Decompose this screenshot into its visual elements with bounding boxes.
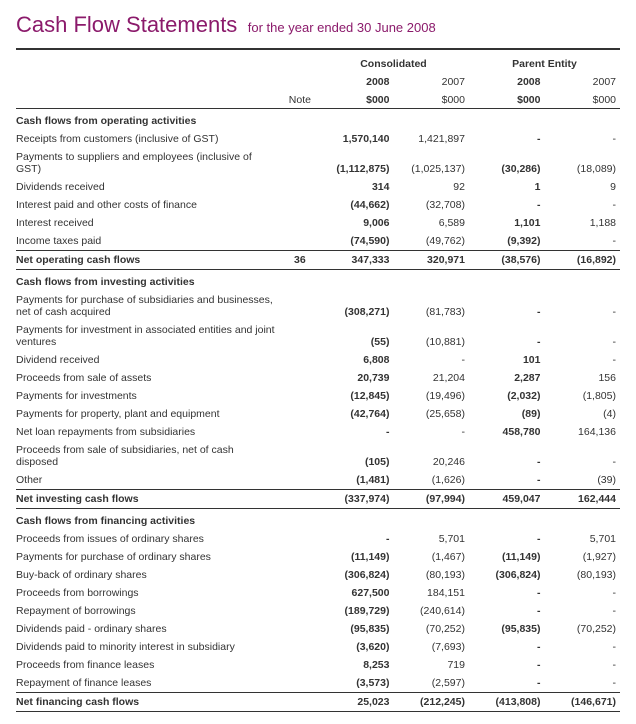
table-row: Interest received9,0066,5891,1011,188 — [16, 214, 620, 232]
row-label: Dividends paid to minority interest in s… — [16, 638, 282, 656]
total-label: Net investing cash flows — [16, 490, 282, 509]
col-note: Note — [282, 91, 318, 109]
row-label: Proceeds from sale of subsidiaries, net … — [16, 441, 282, 471]
row-label: Repayment of borrowings — [16, 602, 282, 620]
table-row: Repayment of finance leases(3,573)(2,597… — [16, 674, 620, 693]
col-year-c08: 2008 — [318, 73, 394, 91]
row-label: Proceeds from sale of assets — [16, 369, 282, 387]
section-total: Net operating cash flows36347,333320,971… — [16, 251, 620, 270]
table-row: Receipts from customers (inclusive of GS… — [16, 130, 620, 148]
table-row: Interest paid and other costs of finance… — [16, 196, 620, 214]
row-label: Buy-back of ordinary shares — [16, 566, 282, 584]
col-year-p07: 2007 — [544, 73, 620, 91]
total-label: Net financing cash flows — [16, 693, 282, 712]
row-label: Net loan repayments from subsidiaries — [16, 423, 282, 441]
section-heading: Cash flows from financing activities — [16, 509, 620, 531]
table-row: Payments for property, plant and equipme… — [16, 405, 620, 423]
row-label: Payments for purchase of ordinary shares — [16, 548, 282, 566]
row-label: Dividends received — [16, 178, 282, 196]
table-row: Payments for investment in associated en… — [16, 321, 620, 351]
section-heading: Cash flows from operating activities — [16, 109, 620, 131]
row-label: Payments to suppliers and employees (inc… — [16, 148, 282, 178]
table-row: Proceeds from issues of ordinary shares-… — [16, 530, 620, 548]
total-label: Net operating cash flows — [16, 251, 282, 270]
row-label: Payments for property, plant and equipme… — [16, 405, 282, 423]
table-row: Proceeds from sale of assets20,73921,204… — [16, 369, 620, 387]
section-heading: Cash flows from investing activities — [16, 270, 620, 292]
table-row: Payments for investments(12,845)(19,496)… — [16, 387, 620, 405]
table-row: Repayment of borrowings(189,729)(240,614… — [16, 602, 620, 620]
row-label: Other — [16, 471, 282, 490]
section-total: Net investing cash flows(337,974)(97,994… — [16, 490, 620, 509]
row-label: Repayment of finance leases — [16, 674, 282, 693]
col-year-c07: 2007 — [393, 73, 469, 91]
table-row: Payments for purchase of ordinary shares… — [16, 548, 620, 566]
table-row: Payments to suppliers and employees (inc… — [16, 148, 620, 178]
row-label: Interest paid and other costs of finance — [16, 196, 282, 214]
table-row: Net loan repayments from subsidiaries--4… — [16, 423, 620, 441]
cashflow-table: ConsolidatedParent Entity200820072008200… — [16, 50, 620, 712]
table-row: Dividend received6,808-101- — [16, 351, 620, 369]
row-label: Receipts from customers (inclusive of GS… — [16, 130, 282, 148]
table-row: Proceeds from borrowings627,500184,151-- — [16, 584, 620, 602]
row-label: Interest received — [16, 214, 282, 232]
table-row: Dividends paid - ordinary shares(95,835)… — [16, 620, 620, 638]
row-label: Dividends paid - ordinary shares — [16, 620, 282, 638]
table-row: Payments for purchase of subsidiaries an… — [16, 291, 620, 321]
table-row: Dividends paid to minority interest in s… — [16, 638, 620, 656]
col-year-p08: 2008 — [469, 73, 545, 91]
row-label: Dividend received — [16, 351, 282, 369]
table-row: Other(1,481)(1,626)-(39) — [16, 471, 620, 490]
row-label: Proceeds from finance leases — [16, 656, 282, 674]
page-title-block: Cash Flow Statements for the year ended … — [16, 12, 620, 38]
page-subtitle: for the year ended 30 June 2008 — [248, 20, 436, 35]
row-label: Payments for purchase of subsidiaries an… — [16, 291, 282, 321]
table-row: Proceeds from sale of subsidiaries, net … — [16, 441, 620, 471]
page-title: Cash Flow Statements — [16, 12, 237, 37]
row-label: Proceeds from borrowings — [16, 584, 282, 602]
col-group-parent: Parent Entity — [469, 50, 620, 73]
row-label: Proceeds from issues of ordinary shares — [16, 530, 282, 548]
col-group-consolidated: Consolidated — [318, 50, 469, 73]
table-row: Income taxes paid(74,590)(49,762)(9,392)… — [16, 232, 620, 251]
section-total: Net financing cash flows25,023(212,245)(… — [16, 693, 620, 712]
table-row: Buy-back of ordinary shares(306,824)(80,… — [16, 566, 620, 584]
table-row: Dividends received3149219 — [16, 178, 620, 196]
row-label: Payments for investment in associated en… — [16, 321, 282, 351]
row-label: Payments for investments — [16, 387, 282, 405]
table-row: Proceeds from finance leases8,253719-- — [16, 656, 620, 674]
row-label: Income taxes paid — [16, 232, 282, 251]
